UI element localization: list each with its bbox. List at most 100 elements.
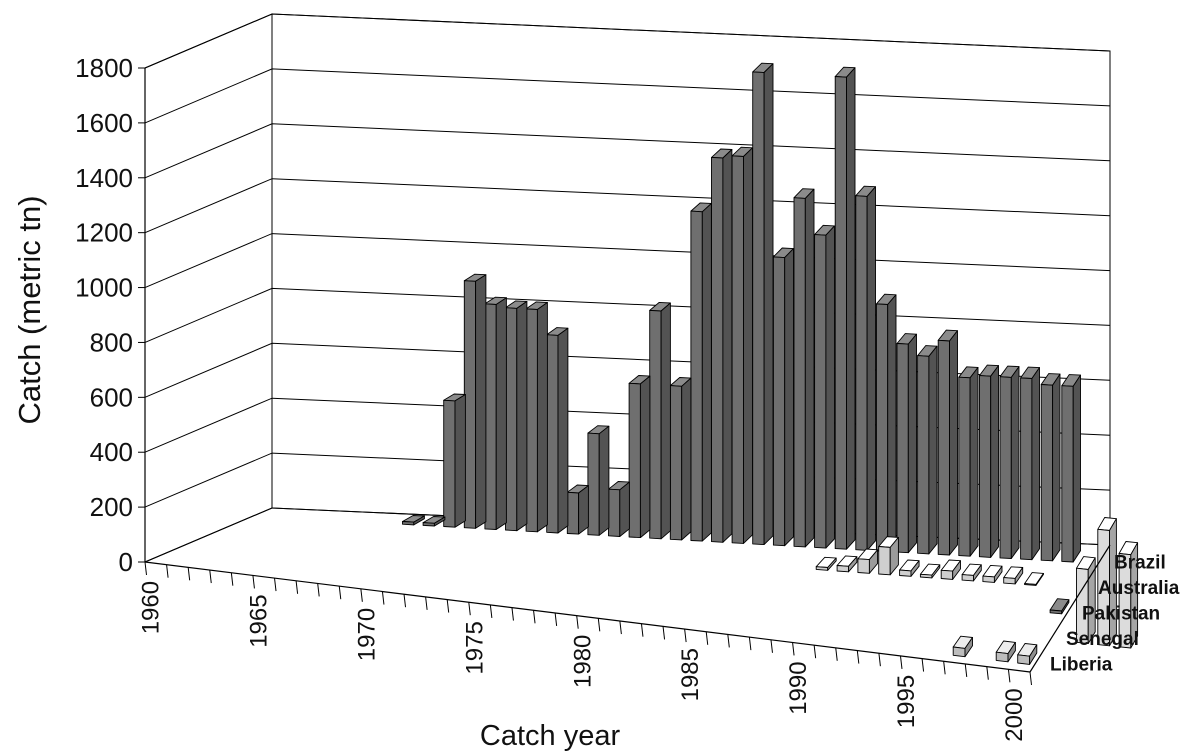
x-tick <box>252 575 255 589</box>
y-tick-label: 1200 <box>75 218 133 248</box>
y-tick-label: 800 <box>90 327 133 357</box>
y-tick-label: 0 <box>119 547 133 577</box>
bar-brazil-1995 <box>978 364 999 558</box>
x-tick <box>640 623 644 637</box>
x-tick <box>295 580 299 594</box>
x-tick-label: 1960 <box>138 581 165 634</box>
bar-brazil-1979 <box>649 301 671 540</box>
bar-brazil-1967 <box>402 515 425 526</box>
x-tick-labels: 1960 1965 1970 1975 1980 1985 1990 1995 2000 <box>138 581 1028 742</box>
bar-brazil-1970 <box>463 273 487 529</box>
bar-brazil-1980 <box>669 377 692 541</box>
bar-brazil-1971 <box>484 296 507 530</box>
depth-label: Senegal <box>1066 629 1139 650</box>
bar-brazil-1984 <box>752 62 774 546</box>
x-tick <box>1029 671 1032 686</box>
depth-label: Pakistan <box>1082 604 1160 625</box>
x-axis-title: Catch year <box>480 720 621 752</box>
bar-brazil-1982 <box>711 148 733 543</box>
bar-senegal-2002 <box>1076 556 1096 645</box>
x-tick <box>597 618 601 632</box>
x-tick <box>792 642 795 656</box>
bar-liberia-1997 <box>952 635 973 658</box>
bar-brazil-1999 <box>1061 374 1081 563</box>
bar-brazil-1972 <box>505 300 528 532</box>
bar-liberia-2000 <box>1017 643 1038 665</box>
depth-labels: Brazil Australia Pakistan Senegal Liberia <box>1050 553 1180 676</box>
bar-australia-1995 <box>961 563 982 582</box>
axes-layer <box>144 68 1111 686</box>
depth-axis-line <box>1029 544 1111 673</box>
x-tick <box>770 639 773 653</box>
x-tick <box>748 637 752 651</box>
bar-brazil-1997 <box>1020 366 1040 561</box>
bar-brazil-1989 <box>855 185 876 551</box>
x-tick <box>813 645 817 659</box>
bar-australia-1994 <box>940 559 961 580</box>
y-tick-label: 600 <box>90 382 133 412</box>
x-tick-label: 1980 <box>569 635 596 688</box>
bar-australia-1996 <box>982 564 1003 583</box>
bar-brazil-1981 <box>690 202 712 542</box>
y-tick-label: 1600 <box>75 108 133 138</box>
bar-australia-1993 <box>919 563 941 579</box>
bar-liberia-1999 <box>995 640 1016 663</box>
x-tick-label: 1965 <box>246 594 273 647</box>
y-tick-label: 1400 <box>75 163 133 193</box>
x-tick-label: 1990 <box>785 661 812 714</box>
bar-australia-1988 <box>815 556 837 571</box>
x-tick <box>403 594 407 608</box>
gridline <box>144 123 1111 179</box>
y-tick-label: 1000 <box>75 273 133 303</box>
x-tick <box>381 591 385 605</box>
bar-brazil-1968 <box>422 516 446 527</box>
x-tick <box>425 596 428 610</box>
y-tick-label: 1800 <box>75 53 133 83</box>
x-tick <box>727 634 730 648</box>
bar-pakistan-2000 <box>1049 598 1070 615</box>
x-axis-line <box>144 561 1031 673</box>
bar-australia-1997 <box>1003 566 1024 585</box>
x-tick <box>274 578 277 592</box>
x-tick-label: 2000 <box>1001 688 1028 741</box>
bar-brazil-1985 <box>772 247 794 547</box>
bar-australia-1998 <box>1024 572 1044 586</box>
bar-brazil-1975 <box>566 484 589 535</box>
bar-brazil-1976 <box>587 425 610 536</box>
bar-brazil-1993 <box>937 329 958 556</box>
x-tick <box>338 586 342 600</box>
x-tick <box>468 602 471 616</box>
bar-senegal-2004 <box>1118 541 1139 649</box>
x-tick <box>921 658 925 672</box>
x-tick <box>986 666 989 680</box>
x-tick <box>662 626 666 640</box>
x-tick-label: 1995 <box>893 675 920 728</box>
gridline <box>144 178 1111 234</box>
x-tick <box>576 615 579 629</box>
depth-label: Australia <box>1098 578 1180 599</box>
x-tick <box>619 620 622 635</box>
x-tick <box>856 650 860 664</box>
bar-brazil-1986 <box>793 188 815 548</box>
x-tick <box>511 607 514 621</box>
bar-brazil-1998 <box>1040 373 1061 562</box>
x-tick <box>684 629 687 643</box>
y-axis-title: Catch (metric tn) <box>12 195 47 424</box>
y-tick-label: 200 <box>90 492 133 522</box>
x-tick <box>317 583 320 597</box>
x-tick <box>964 663 968 678</box>
x-tick <box>554 612 558 627</box>
bars-layer <box>402 62 1139 665</box>
gridline <box>144 68 1111 124</box>
bar-australia-1990 <box>857 548 879 574</box>
bar-brazil-1996 <box>999 365 1020 559</box>
bar-brazil-1977 <box>608 481 630 537</box>
depth-label: Liberia <box>1050 654 1113 675</box>
bar-brazil-1978 <box>628 375 651 539</box>
bar-brazil-1987 <box>814 224 835 549</box>
x-tick <box>209 569 212 584</box>
x-tick <box>835 647 838 661</box>
bar-brazil-1974 <box>546 327 569 534</box>
bar-brazil-1994 <box>958 366 979 557</box>
